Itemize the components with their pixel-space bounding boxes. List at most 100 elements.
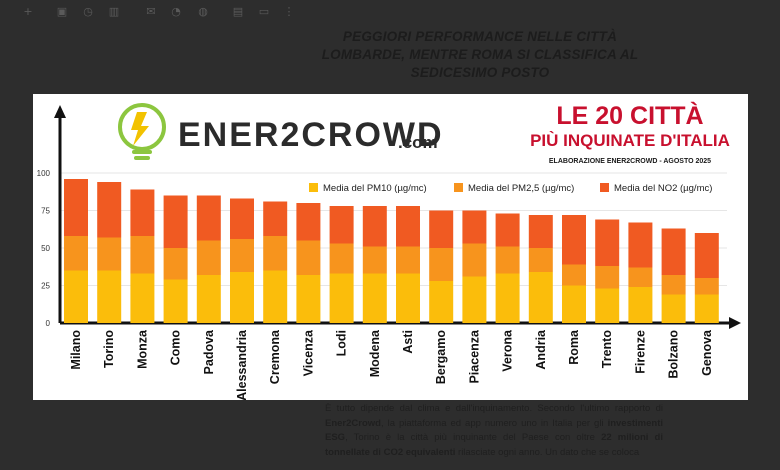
article-headline: PEGGIORI PERFORMANCE NELLE CITTÀ LOMBARD…	[300, 28, 660, 82]
x-tick-label: Genova	[700, 329, 714, 376]
x-tick-label: Bolzano	[667, 330, 681, 379]
bar-segment	[263, 236, 288, 271]
bar-segment	[329, 273, 354, 323]
legend-label: Media del NO2 (µg/mc)	[614, 183, 712, 194]
x-tick-label: Vicenza	[301, 329, 315, 376]
y-axis-arrow	[54, 105, 66, 118]
bar-segment	[163, 195, 188, 248]
bar-segment	[528, 215, 553, 248]
article-text: rilasciate ogni anno. Un dato che se col…	[458, 446, 640, 458]
bar-segment	[362, 206, 387, 247]
bulb-icon	[118, 103, 166, 151]
bar-segment	[429, 281, 454, 323]
clock-icon[interactable]: ◷	[83, 5, 93, 18]
bar-segment	[230, 239, 254, 272]
history-icon[interactable]: ◔	[171, 5, 181, 18]
article-bold: investimenti ESG	[325, 417, 663, 444]
globe-icon[interactable]: ◍	[198, 5, 208, 18]
toolbar: + ▣ ◷ ▥ ✉ ◔ ◍ ▤ ▭ ⋮	[0, 0, 780, 26]
trash-icon[interactable]: ▥	[108, 5, 120, 18]
bar-segment	[362, 273, 387, 323]
bar-segment	[230, 198, 254, 239]
bar-segment	[130, 273, 155, 323]
legend-label: Media del PM2,5 (µg/mc)	[468, 183, 574, 194]
legend-label: Media del PM10 (µg/mc)	[323, 183, 427, 194]
headline-line: SEDICESIMO POSTO	[410, 65, 550, 80]
plus-icon[interactable]: +	[23, 5, 33, 18]
bar-segment	[661, 294, 686, 323]
folder-icon[interactable]: ▭	[258, 5, 270, 18]
bar-segment	[528, 272, 553, 323]
bar-segment	[661, 228, 686, 275]
bar-segment	[196, 195, 221, 241]
legend-swatch	[600, 183, 609, 192]
bar-segment	[362, 246, 387, 274]
camera-icon[interactable]: ▤	[232, 5, 244, 18]
x-tick-label: Trento	[600, 330, 614, 369]
bar-segment	[64, 236, 88, 271]
bar-segment	[64, 270, 88, 323]
bar-segment	[64, 179, 88, 236]
bar-segment	[462, 243, 487, 277]
infographic-title-line2: PIÙ INQUINATE D'ITALIA	[530, 131, 730, 150]
legend-swatch	[309, 183, 318, 192]
infographic-title-line1: LE 20 CITTÀ	[556, 101, 703, 130]
article-text: , la piattaforma ed app numero uno in It…	[380, 417, 604, 429]
x-tick-label: Piacenza	[467, 329, 481, 384]
more-icon[interactable]: ⋮	[283, 5, 295, 18]
x-tick-label: Firenze	[633, 330, 647, 374]
x-tick-label: Andria	[534, 329, 548, 370]
mail-icon[interactable]: ✉	[146, 5, 156, 18]
bar-segment	[694, 294, 719, 323]
bar-segment	[97, 237, 122, 271]
bar-segment	[694, 278, 719, 295]
bar-segment	[97, 182, 122, 238]
save-icon[interactable]: ▣	[56, 5, 68, 18]
headline-line: PEGGIORI PERFORMANCE NELLE CITTÀ	[342, 29, 618, 44]
article-bold: 22 milioni di tonnellate di CO2 equivale…	[325, 432, 663, 458]
brand-logo: ENER2CROWD .com	[118, 103, 442, 160]
bulb-base	[132, 150, 152, 154]
bar-segment	[628, 287, 653, 323]
chart-x-labels: Milano Torino Monza Como Padova Alessandria Cr…	[69, 329, 714, 401]
infographic-subtitle: ELABORAZIONE ENER2CROWD - AGOSTO 2025	[549, 158, 711, 165]
bar-segment	[429, 210, 454, 248]
bar-segment	[130, 189, 155, 236]
bulb-base	[134, 156, 150, 160]
infographic-card: ENER2CROWD .com LE 20 CITTÀ PIÙ INQUINAT…	[33, 94, 748, 401]
x-tick-label: Alessandria	[235, 329, 249, 400]
bar-segment	[329, 243, 354, 274]
y-tick-label: 100	[37, 169, 51, 178]
bar-segment	[396, 206, 420, 247]
bar-segment	[230, 272, 254, 323]
bar-segment	[694, 233, 719, 278]
x-tick-label: Bergamo	[434, 330, 448, 385]
bar-segment	[196, 275, 221, 323]
chart-svg: ENER2CROWD .com LE 20 CITTÀ PIÙ INQUINAT…	[37, 101, 741, 401]
bar-segment	[329, 206, 354, 244]
bar-segment	[495, 246, 520, 274]
bar-segment	[495, 213, 520, 247]
bar-segment	[628, 267, 653, 287]
x-tick-label: Cremona	[268, 329, 282, 384]
bar-segment	[396, 273, 420, 323]
y-tick-label: 25	[41, 282, 50, 291]
chart-legend: Media del PM10 (µg/mc) Media del PM2,5 (µ…	[309, 183, 712, 194]
bar-segment	[130, 236, 155, 274]
headline-line: LOMBARDE, MENTRE ROMA SI CLASSIFICA AL	[321, 47, 639, 62]
bar-segment	[462, 210, 487, 244]
bar-segment	[528, 248, 553, 272]
x-tick-label: Padova	[202, 329, 216, 375]
bar-segment	[429, 248, 454, 281]
article-text: È tutto dipende dal clima e dall'inquina…	[325, 403, 663, 414]
x-axis-arrow	[729, 317, 741, 329]
bar-segment	[462, 276, 487, 323]
bar-segment	[296, 240, 321, 275]
x-tick-label: Milano	[69, 330, 83, 370]
x-tick-label: Torino	[102, 330, 116, 368]
x-tick-label: Monza	[135, 329, 149, 369]
article-link-brand[interactable]: Ener2Crowd	[325, 417, 381, 429]
x-tick-label: Como	[169, 330, 183, 366]
bar-segment	[296, 203, 321, 241]
